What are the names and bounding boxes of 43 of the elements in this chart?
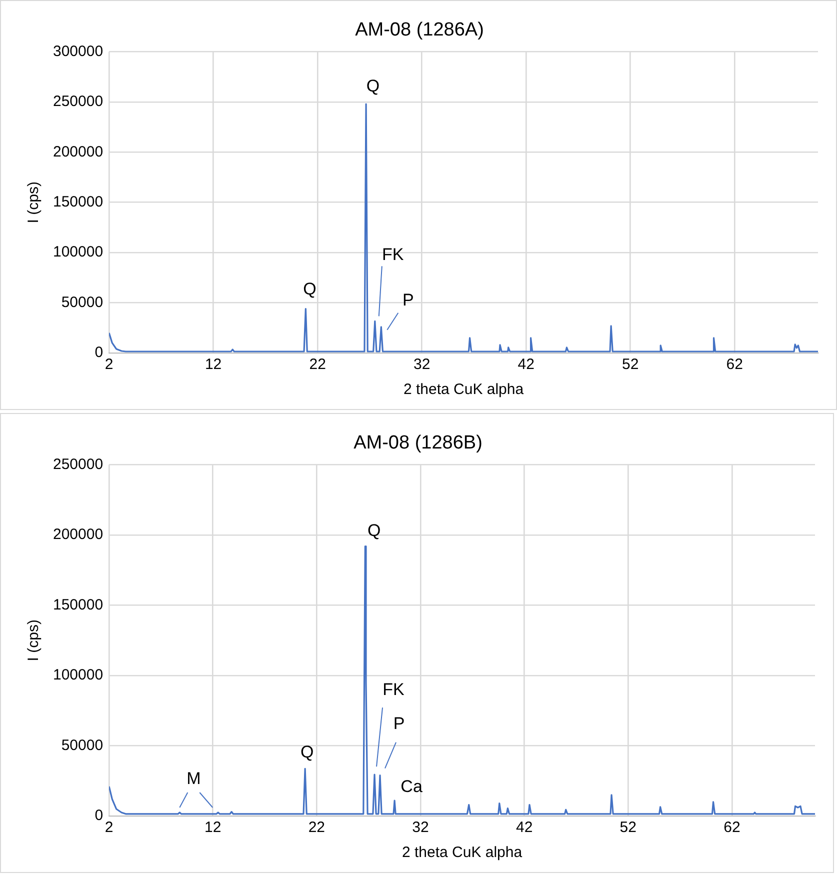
y-tick-label: 300000 [52,42,104,60]
x-tick-label: 62 [726,356,743,374]
y-tick-label: 0 [94,807,104,824]
x-tick-label: 42 [518,356,534,374]
x-tick-label: 2 [104,819,114,836]
y-tick-label: 50000 [61,736,104,754]
y-tick-label: 250000 [52,456,104,473]
x-tick-label: 62 [724,819,740,836]
annotation: M [186,769,201,788]
x-tick-label: 32 [412,819,429,836]
y-tick-label: 50000 [61,294,104,311]
y-tick-label: 150000 [52,596,104,614]
x-tick-label: 22 [309,356,326,374]
y-tick-label: 100000 [52,244,104,261]
chart-title: AM-08 (1286B) [354,432,482,454]
y-tick-label: 250000 [52,93,104,110]
x-axis-title: 2 theta CuK alpha [403,381,524,398]
y-tick-label: 150000 [52,194,104,211]
x-tick-label: 12 [204,819,222,836]
y-axis-title: I (cps) [25,620,42,662]
annotation: P [402,290,414,310]
y-tick-label: 100000 [52,666,104,684]
y-axis-title: I (cps) [25,182,42,224]
annotation: Q [303,280,316,299]
x-tick-label: 12 [204,356,222,374]
y-tick-label: 200000 [52,526,104,544]
x-tick-label: 2 [104,356,114,374]
x-tick-label: 52 [620,819,636,836]
x-tick-label: 32 [413,356,430,374]
annotation: Q [366,76,380,96]
y-tick-label: 0 [94,344,104,362]
x-tick-label: 52 [622,356,639,374]
y-tick-label: 200000 [52,143,104,160]
annotation: FK [382,680,406,700]
x-tick-label: 22 [308,819,326,836]
annotation: Ca [400,777,423,796]
annotation: P [393,714,405,733]
x-tick-label: 42 [516,819,533,836]
annotation: Q [300,742,314,762]
annotation: Q [368,520,381,540]
chart-title: AM-08 (1286A) [355,20,484,41]
x-axis-title: 2 theta CuK alpha [402,844,523,862]
annotation: FK [382,244,404,264]
